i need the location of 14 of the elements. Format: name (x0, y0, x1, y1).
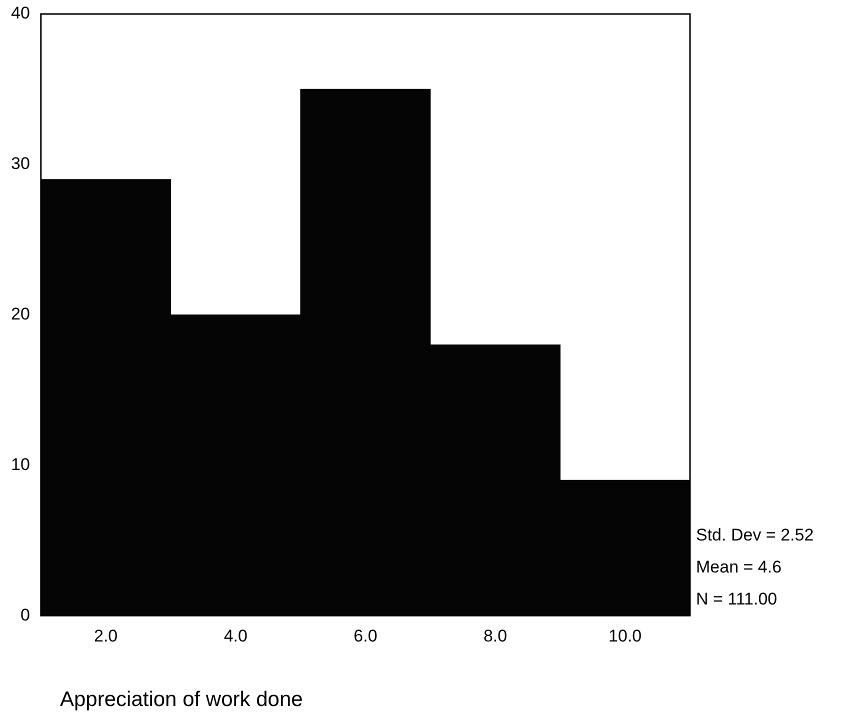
text: Mean = 4.6 (696, 557, 782, 576)
x-tick-label: 6.0 (354, 626, 378, 646)
y-tick-label: 10 (10, 454, 30, 474)
y-tick-label: 20 (10, 304, 30, 324)
text: Std. Dev = 2.52 (696, 525, 814, 544)
y-tick-label: 0 (20, 605, 30, 624)
x-tick-label: 2.0 (94, 626, 118, 646)
x-tick-label: 10.0 (608, 626, 642, 646)
x-tick-label: 4.0 (224, 626, 248, 646)
y-tick-label: 30 (10, 154, 30, 174)
x-tick-label: 8.0 (483, 626, 508, 646)
y-tick-label: 40 (10, 4, 30, 23)
x-axis-title: Appreciation of work done (60, 688, 303, 712)
text: N = 111.00 (696, 589, 778, 608)
